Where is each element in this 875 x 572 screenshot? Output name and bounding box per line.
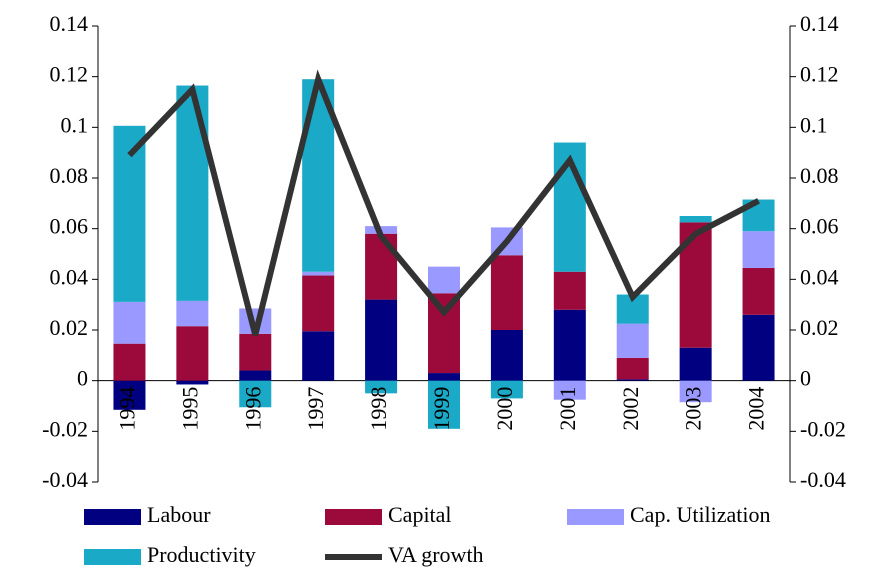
x-tick-label: 1994	[115, 387, 140, 431]
bar	[428, 373, 460, 381]
y2-tick-label: -0.04	[800, 467, 846, 492]
bar	[239, 370, 272, 381]
bar	[365, 233, 398, 300]
y-tick-label: 0.04	[50, 264, 89, 289]
bar	[679, 380, 712, 403]
x-tick-label: 2004	[744, 387, 769, 431]
x-tick-label: 1998	[366, 387, 391, 431]
bar	[490, 255, 523, 330]
x-tick-label: 2000	[492, 387, 517, 431]
y-tick-label: 0.08	[50, 163, 89, 188]
y-tick-label: 0.1	[61, 112, 89, 137]
legend-swatch	[84, 509, 141, 525]
bar	[553, 271, 586, 310]
y-tick-label: -0.02	[42, 416, 88, 441]
y2-tick-label: 0.04	[800, 264, 839, 289]
y-tick-label: -0.04	[42, 467, 88, 492]
bar	[365, 380, 398, 394]
bar	[616, 379, 649, 381]
bar	[302, 331, 335, 381]
bar	[239, 333, 272, 371]
legend-label: Cap. Utilization	[630, 502, 771, 527]
bar	[176, 380, 209, 385]
y-tick-label: 0.02	[50, 315, 89, 340]
y2-tick-label: 0.08	[800, 163, 839, 188]
bar	[679, 347, 712, 381]
x-tick-label: 1997	[303, 387, 328, 431]
legend-label: VA growth	[388, 542, 484, 567]
y2-tick-label: 0.14	[800, 11, 839, 36]
legend-swatch	[567, 509, 624, 525]
bar	[176, 326, 209, 381]
bar	[428, 266, 460, 294]
bar	[302, 271, 335, 276]
legend-label: Labour	[147, 502, 211, 527]
bar	[113, 380, 146, 410]
y-tick-label: 0.06	[50, 214, 89, 239]
bar	[616, 323, 649, 358]
bar	[428, 380, 460, 429]
bar	[553, 380, 586, 400]
bar	[742, 231, 775, 268]
bar	[428, 293, 460, 374]
x-tick-label: 2003	[681, 387, 706, 431]
legend-swatch	[325, 509, 382, 525]
y2-tick-label: 0.06	[800, 214, 839, 239]
bar	[679, 216, 712, 223]
x-tick-label: 1999	[429, 387, 454, 431]
bar	[490, 380, 523, 399]
bar	[365, 299, 398, 381]
bar	[176, 85, 209, 301]
bar	[742, 267, 775, 315]
bar	[742, 314, 775, 381]
y-tick-label: 0.12	[50, 62, 89, 87]
legend-label: Productivity	[147, 542, 256, 567]
legend-label: Capital	[388, 502, 452, 527]
y-tick-label: 0.14	[50, 11, 89, 36]
y2-tick-label: -0.02	[800, 416, 846, 441]
legend-swatch	[84, 549, 141, 565]
bar	[239, 380, 272, 408]
bar	[490, 330, 523, 381]
bar	[616, 357, 649, 380]
bar	[553, 309, 586, 381]
bar	[113, 301, 146, 344]
y2-tick-label: 0.1	[800, 112, 828, 137]
x-tick-label: 2002	[618, 387, 643, 431]
bar	[176, 300, 209, 327]
x-tick-label: 1995	[177, 387, 202, 431]
y2-tick-label: 0.02	[800, 315, 839, 340]
line-series	[127, 69, 760, 336]
y2-tick-label: 0.12	[800, 62, 839, 87]
x-tick-label: 2001	[555, 387, 580, 431]
x-tick-label: 1996	[240, 387, 265, 431]
y-tick-label: 0	[77, 366, 88, 391]
bar	[113, 343, 146, 381]
y2-tick-label: 0	[800, 366, 811, 391]
bar	[302, 275, 335, 332]
